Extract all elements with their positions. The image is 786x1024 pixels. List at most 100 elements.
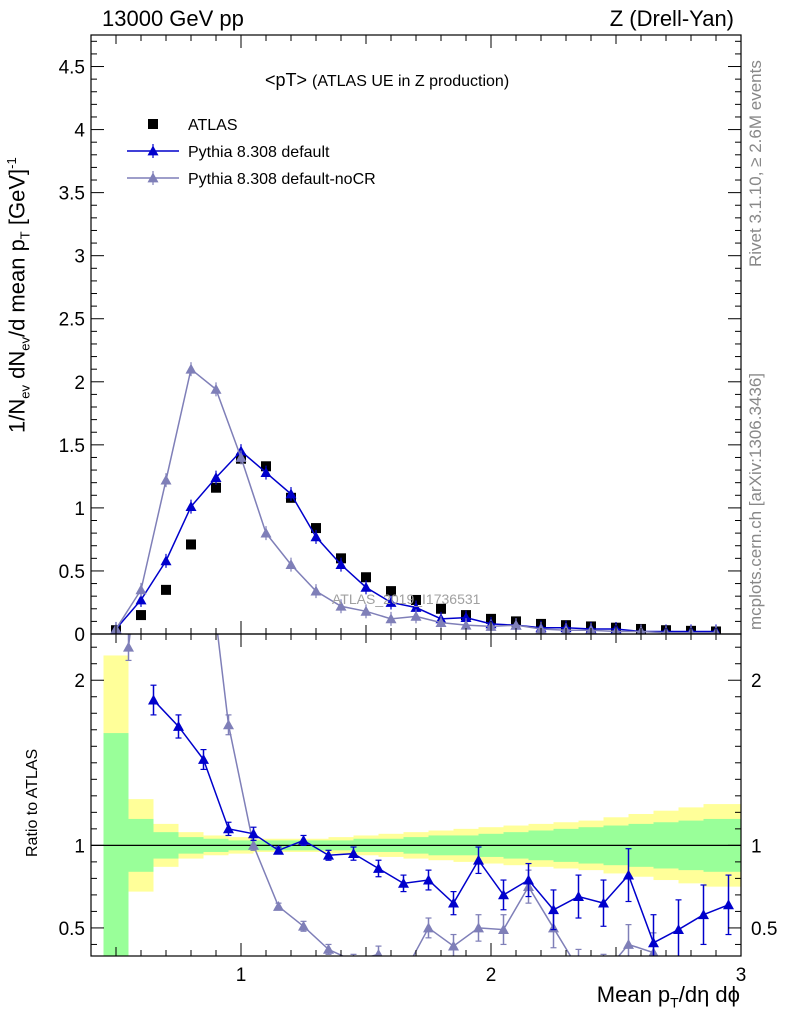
chart-title: <pT> (ATLAS UE in Z production) xyxy=(265,70,509,91)
ratio-point-1 xyxy=(498,924,509,934)
ratio-point-0 xyxy=(248,828,259,839)
legend-label: ATLAS xyxy=(188,117,238,134)
legend-label: Pythia 8.308 default xyxy=(188,144,330,161)
chart-title-suffix: (ATLAS UE in Z production) xyxy=(312,73,510,90)
series-point-2 xyxy=(510,619,522,630)
atlas-data-point xyxy=(311,523,321,534)
y-tick-label: 2.5 xyxy=(59,310,85,331)
ratio-point-0 xyxy=(173,720,184,731)
ratio-point-0 xyxy=(623,869,634,880)
series-point-2 xyxy=(360,605,372,616)
ratio-point-1 xyxy=(374,948,383,956)
y-tick-label: 0 xyxy=(74,625,85,646)
ratio-y-tick-label-right: 1 xyxy=(751,836,762,857)
ratio-point-0 xyxy=(323,849,334,860)
ratio-point-0 xyxy=(473,854,484,865)
ratio-point-1 xyxy=(248,839,259,850)
legend-label: Pythia 8.308 default-noCR xyxy=(188,171,376,188)
y-tick-label: 3.5 xyxy=(59,184,85,205)
atlas-data-point xyxy=(136,610,146,621)
legend-entries: ATLAS Pythia 8.308 default Pythia 8.308 de… xyxy=(127,117,376,188)
series-point-2 xyxy=(185,363,197,374)
ratio-point-1 xyxy=(673,972,684,982)
ratio-point-1 xyxy=(598,969,609,979)
atlas-data-point xyxy=(411,594,421,605)
series-point-1 xyxy=(210,472,222,483)
ratio-point-1 xyxy=(398,969,409,979)
series-point-1 xyxy=(185,501,197,512)
ratio-point-0 xyxy=(298,834,309,845)
ratio-point-0 xyxy=(723,899,734,910)
series-point-2 xyxy=(335,600,347,611)
ratio-point-0 xyxy=(523,874,534,885)
series-point-1 xyxy=(285,488,297,499)
series-point-1 xyxy=(460,612,472,623)
rivet-label: Rivet 3.1.10, ≥ 2.6M events xyxy=(746,60,765,267)
legend-marker-atlas xyxy=(148,119,158,129)
ratio-point-0 xyxy=(498,889,509,900)
series-point-2 xyxy=(235,451,247,462)
x-tick-label: 2 xyxy=(486,965,497,986)
ratio-plot-area xyxy=(123,427,734,982)
atlas-data-point xyxy=(186,539,196,550)
x-tick-label: 3 xyxy=(736,965,747,986)
green-band-bin xyxy=(103,733,129,956)
y-tick-label: 1.5 xyxy=(59,436,85,457)
y-tick-label: 4 xyxy=(74,121,85,142)
series-point-1 xyxy=(385,596,397,607)
legend-marker xyxy=(147,172,159,183)
series-point-2 xyxy=(260,527,272,538)
ratio-point-0 xyxy=(698,909,709,920)
x-axis-label: Mean pT/dη dϕ xyxy=(596,982,740,1011)
y-tick-label: 1 xyxy=(74,499,85,520)
y-tick-label: 0.5 xyxy=(59,562,85,583)
series-point-2 xyxy=(385,613,397,624)
mcplots-label: mcplots.cern.ch [arXiv:1306.3436] xyxy=(746,372,765,630)
ratio-point-1 xyxy=(273,900,284,911)
series-point-1 xyxy=(160,555,172,566)
ratio-point-0 xyxy=(648,937,659,948)
ratio-point-0 xyxy=(548,904,559,915)
ratio-point-1 xyxy=(298,920,309,931)
y-axis-label-main: 1/Nev dNev/d mean pT [GeV]-1 xyxy=(4,157,33,433)
ratio-point-1 xyxy=(323,943,334,954)
ratio-y-tick-label: 1 xyxy=(74,836,85,857)
series-point-1 xyxy=(260,467,272,477)
series-point-1 xyxy=(310,531,322,542)
ratio-point-1 xyxy=(223,719,234,730)
ratio-point-0 xyxy=(223,823,234,834)
series-point-1 xyxy=(410,602,422,612)
process-label: Z (Drell-Yan) xyxy=(609,6,734,31)
ratio-uncertainty-bands xyxy=(103,655,741,956)
atlas-data-point xyxy=(361,572,371,583)
series-point-2 xyxy=(410,610,422,621)
ratio-point-1 xyxy=(198,510,209,520)
ratio-point-0 xyxy=(398,877,409,888)
ratio-y-tick-label-right: 2 xyxy=(751,671,762,692)
ratio-point-1 xyxy=(123,641,134,652)
ratio-point-1 xyxy=(473,922,484,933)
ratio-point-0 xyxy=(448,897,459,908)
series-point-1 xyxy=(135,594,147,605)
y-tick-label: 4.5 xyxy=(59,58,85,79)
x-tick-label: 1 xyxy=(236,965,247,986)
ratio-frame xyxy=(90,633,742,957)
atlas-data-point xyxy=(211,482,221,493)
series-point-2 xyxy=(285,559,297,570)
ratio-point-0 xyxy=(373,862,384,873)
series-point-1 xyxy=(360,581,372,592)
y-axis-label-ratio: Ratio to ATLAS xyxy=(24,748,41,857)
ratio-point-0 xyxy=(198,753,209,764)
ratio-line-0 xyxy=(152,699,729,944)
ratio-point-1 xyxy=(173,427,184,437)
ratio-y-tick-label-right: 0.5 xyxy=(751,919,777,940)
ratio-point-0 xyxy=(348,848,359,859)
series-point-2 xyxy=(435,617,447,628)
y-tick-label: 2 xyxy=(74,373,85,394)
ratio-point-0 xyxy=(598,897,609,908)
ratio-point-0 xyxy=(573,891,584,901)
analysis-watermark: ATLAS_2019_I1736531 xyxy=(332,591,481,607)
ratio-point-0 xyxy=(423,874,434,885)
y-tick-label: 3 xyxy=(74,247,85,268)
